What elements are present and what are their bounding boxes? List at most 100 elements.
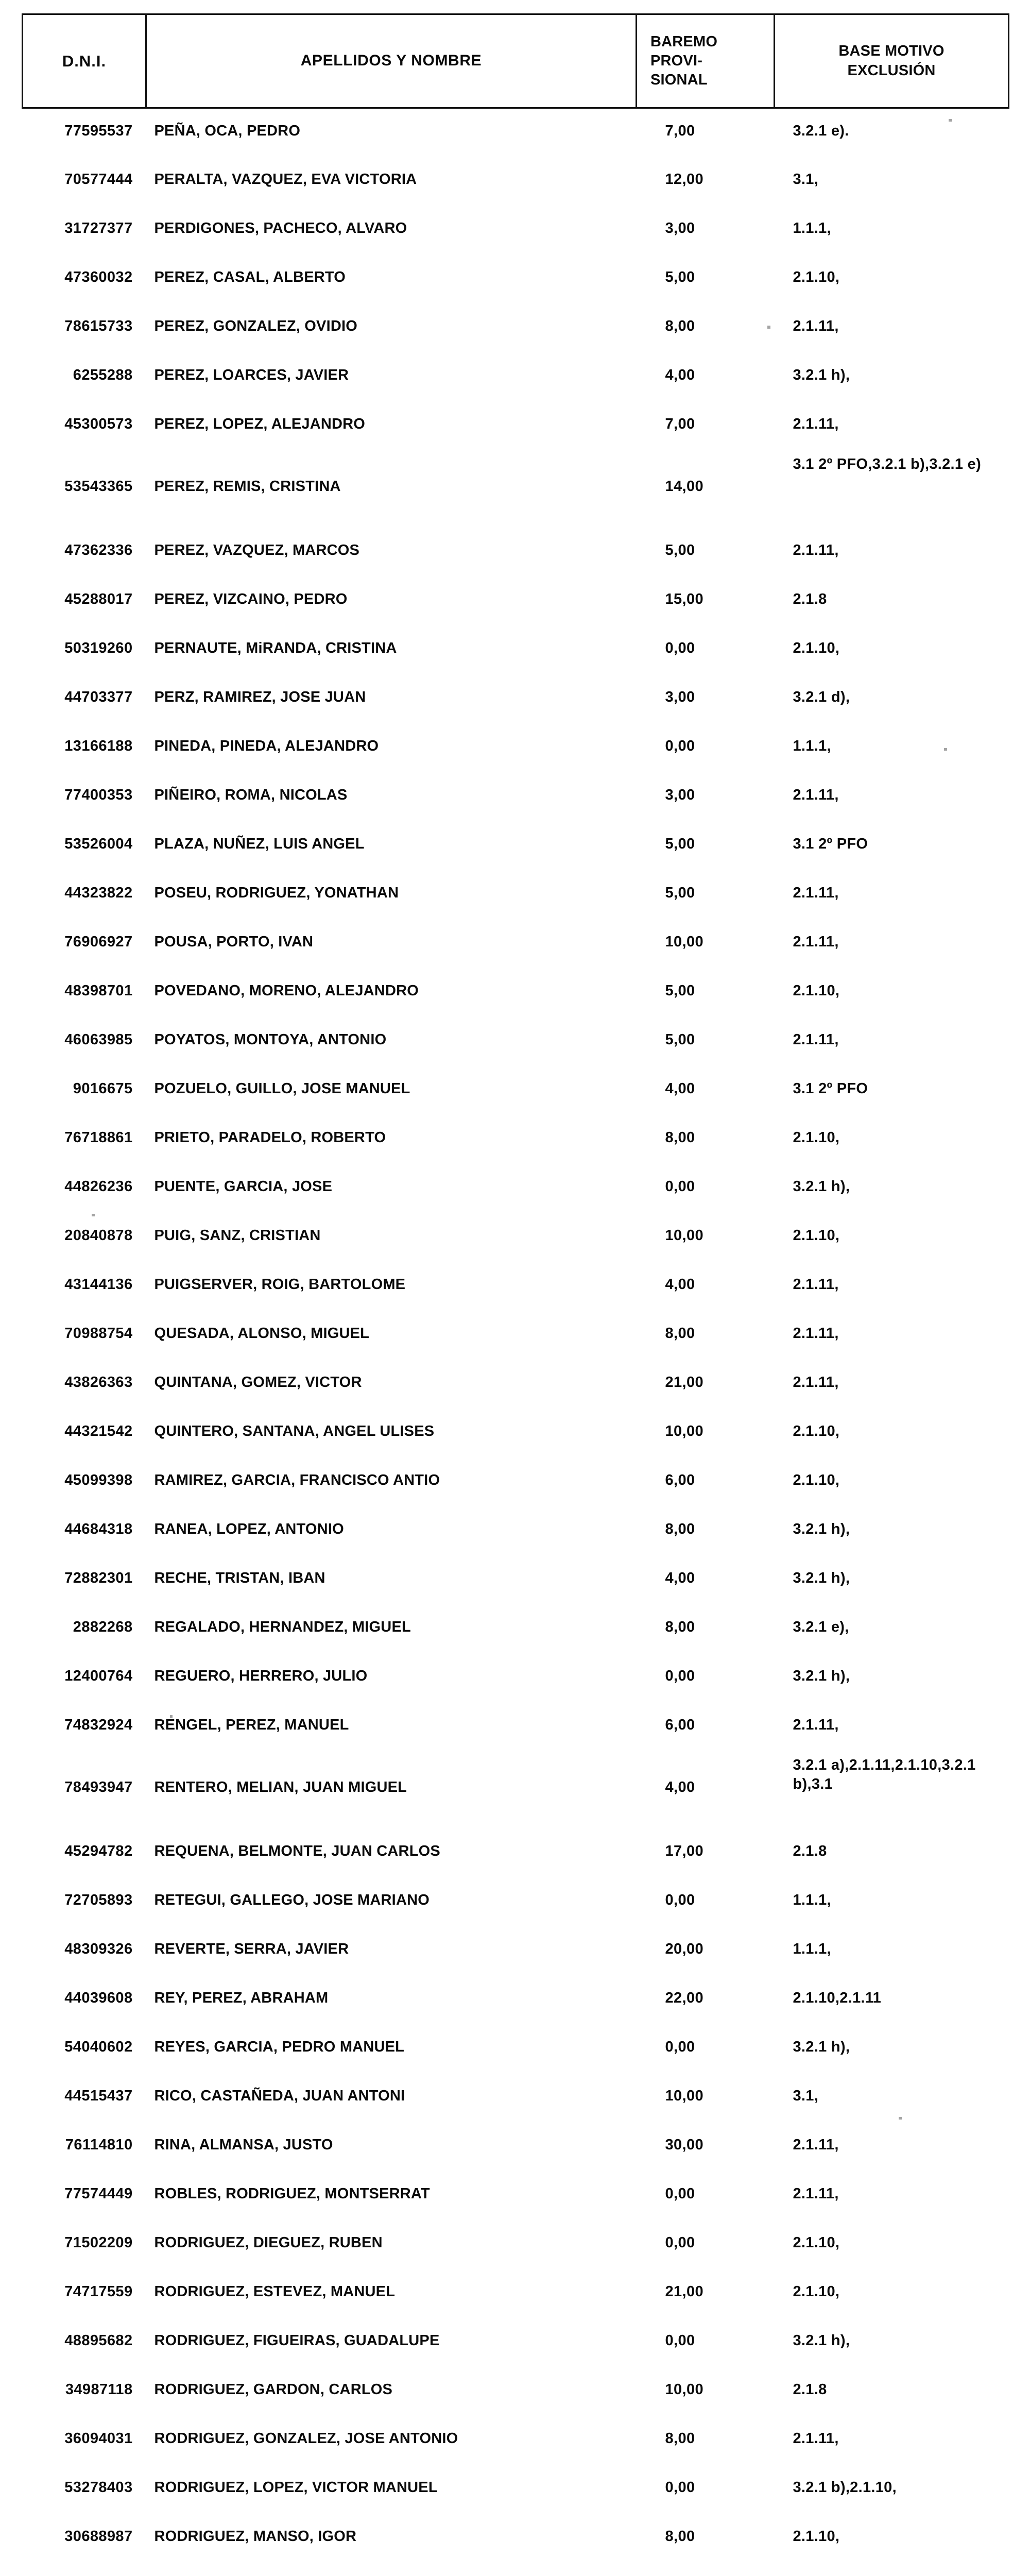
row-cell-apellidos-y-nombre: RENGEL, PEREZ, MANUEL — [154, 1716, 349, 1733]
row-cell-base-motivo-exclusion: 2.1.10, — [793, 1227, 840, 1244]
row-cell-base-motivo-exclusion: 1.1.1, — [793, 219, 831, 236]
table-row: 44684318 RANEA, LOPEZ, ANTONIO 8,00 3.2.1 h… — [23, 1507, 1009, 1556]
row-cell-baremo-provisional: 5,00 — [665, 884, 695, 901]
row-cell-baremo-provisional: 5,00 — [665, 835, 695, 852]
row-cell-dni: 76114810 — [65, 2136, 133, 2153]
row-cell-baremo-provisional: 0,00 — [665, 1667, 695, 1684]
table-row: 77400353 PIÑEIRO, ROMA, NICOLAS 3,00 2.1.11… — [23, 773, 1009, 822]
row-cell-base-motivo-exclusion: 3.2.1 h), — [793, 1178, 850, 1195]
row-cell-dni: 45300573 — [64, 415, 133, 432]
row-cell-apellidos-y-nombre: PEÑA, OCA, PEDRO — [154, 123, 301, 139]
table-row: 45300573 PEREZ, LOPEZ, ALEJANDRO 7,00 2.1.1… — [23, 402, 1009, 451]
row-cell-dni: 53543365 — [64, 478, 133, 495]
row-cell-base-motivo-exclusion: 2.1.10, — [793, 639, 840, 656]
row-cell-apellidos-y-nombre: RANEA, LOPEZ, ANTONIO — [154, 1520, 344, 1537]
row-cell-base-motivo-exclusion: 2.1.10, — [793, 2528, 840, 2545]
row-cell-dni: 43826363 — [64, 1374, 133, 1391]
row-cell-baremo-provisional: 14,00 — [665, 478, 704, 495]
row-cell-apellidos-y-nombre: RODRIGUEZ, GONZALEZ, JOSE ANTONIO — [154, 2430, 458, 2447]
row-cell-apellidos-y-nombre: REYES, GARCIA, PEDRO MANUEL — [154, 2038, 405, 2055]
row-cell-baremo-provisional: 0,00 — [665, 1891, 695, 1908]
row-cell-dni: 77574449 — [64, 2185, 133, 2202]
row-cell-dni: 12400764 — [64, 1667, 133, 1684]
row-cell-dni: 46063985 — [64, 1031, 133, 1048]
row-cell-baremo-provisional: 0,00 — [665, 1178, 695, 1195]
row-cell-dni: 31727377 — [64, 219, 133, 236]
row-cell-dni: 44323822 — [64, 884, 133, 901]
row-cell-apellidos-y-nombre: REVERTE, SERRA, JAVIER — [154, 1940, 349, 1957]
row-cell-baremo-provisional: 0,00 — [665, 2332, 695, 2349]
table-row: 78615733 PEREZ, GONZALEZ, OVIDIO 8,00 2.1.1… — [23, 304, 1009, 353]
row-cell-apellidos-y-nombre: POUSA, PORTO, IVAN — [154, 933, 314, 950]
row-cell-base-motivo-exclusion: 2.1.11, — [793, 1276, 839, 1293]
row-cell-apellidos-y-nombre: POYATOS, MONTOYA, ANTONIO — [154, 1031, 387, 1048]
row-cell-baremo-provisional: 5,00 — [665, 541, 695, 558]
table-row: 34987118 RODRIGUEZ, GARDON, CARLOS 10,00 2.… — [23, 2367, 1009, 2416]
row-cell-dni: 44039608 — [64, 1989, 133, 2006]
exclusion-listing-table: D.N.I. APELLIDOS Y NOMBRE BAREMO PROVI- … — [22, 13, 1009, 2576]
row-cell-baremo-provisional: 15,00 — [665, 590, 704, 607]
row-cell-base-motivo-exclusion: 2.1.10, — [793, 982, 840, 999]
row-cell-baremo-provisional: 21,00 — [665, 2283, 704, 2300]
table-row: 45099398 RAMIREZ, GARCIA, FRANCISCO ANTIO… — [23, 1458, 1009, 1507]
row-cell-base-motivo-exclusion: 3.2.1 h), — [793, 2038, 850, 2055]
row-cell-dni: 74832924 — [64, 1716, 133, 1733]
table-row: 9016675 POZUELO, GUILLO, JOSE MANUEL 4,00 3… — [23, 1066, 1009, 1115]
row-cell-baremo-provisional: 0,00 — [665, 2479, 695, 2496]
scan-speck — [944, 748, 947, 751]
row-cell-baremo-provisional: 3,00 — [665, 786, 695, 803]
row-cell-apellidos-y-nombre: QUINTERO, SANTANA, ANGEL ULISES — [154, 1422, 435, 1439]
row-cell-apellidos-y-nombre: RODRIGUEZ, MARQUEZ, FRANCISCO JAVIE — [146, 2563, 637, 2576]
row-cell-apellidos-y-nombre: PERZ, RAMIREZ, JOSE JUAN — [154, 688, 366, 705]
row-cell-apellidos-y-nombre: PEREZ, VAZQUEZ, MARCOS — [154, 541, 360, 558]
row-cell-baremo-provisional: 10,00 — [665, 933, 704, 950]
row-cell-dni: 45099398 — [64, 1471, 133, 1488]
row-cell-base-motivo-exclusion: 2.1.11, — [793, 2430, 839, 2447]
row-cell-baremo-provisional: 8,00 — [665, 1618, 695, 1635]
row-cell-dni: 78493947 — [64, 1778, 133, 1795]
row-cell-dni: 45294782 — [64, 1842, 133, 1859]
row-cell-apellidos-y-nombre: RODRIGUEZ, DIEGUEZ, RUBEN — [154, 2234, 383, 2251]
table-row: 77595537 PEÑA, OCA, PEDRO 7,00 3.2.1 e). — [23, 108, 1009, 157]
row-cell-base-motivo-exclusion: 3.2.1 h), — [793, 1569, 850, 1586]
row-cell-apellidos-y-nombre: PLAZA, NUÑEZ, LUIS ANGEL — [154, 835, 365, 852]
table-row: 44826236 PUENTE, GARCIA, JOSE 0,00 3.2.1 h)… — [23, 1164, 1009, 1213]
row-cell-base-motivo-exclusion: 3.2.1 h), — [793, 1520, 850, 1537]
table-row: 74832924 RENGEL, PEREZ, MANUEL 6,00 2.1.11, — [23, 1703, 1009, 1752]
row-cell-dni: 76718861 — [64, 1129, 133, 1146]
row-cell-dni: 45288017 — [64, 590, 133, 607]
row-cell-dni: 53278403 — [64, 2479, 133, 2496]
table-body: 77595537 PEÑA, OCA, PEDRO 7,00 3.2.1 e). 705… — [23, 108, 1009, 2576]
row-cell-apellidos-y-nombre: PERNAUTE, MiRANDA, CRISTINA — [154, 639, 397, 656]
row-cell-base-motivo-exclusion: 3.1, — [793, 171, 819, 188]
row-cell-base-motivo-exclusion: 2.1.11, — [793, 1716, 839, 1733]
row-cell-baremo-provisional: 4,00 — [665, 1276, 695, 1293]
row-cell-apellidos-y-nombre: QUINTANA, GOMEZ, VICTOR — [154, 1374, 362, 1391]
row-cell-base-motivo-exclusion: 2.1.11, — [793, 1031, 839, 1048]
row-cell-apellidos-y-nombre: RODRIGUEZ, GARDON, CARLOS — [154, 2381, 393, 2398]
row-cell-base-motivo-exclusion: 2.1.8 — [793, 2381, 827, 2398]
row-cell-base-motivo-exclusion: 2.1.11, — [793, 786, 839, 803]
scan-speck — [170, 1715, 173, 1718]
row-cell-apellidos-y-nombre: PUIGSERVER, ROIG, BARTOLOME — [154, 1276, 406, 1293]
table-row: 76906927 POUSA, PORTO, IVAN 10,00 2.1.11, — [23, 920, 1009, 969]
table-row: 6255288 PEREZ, LOARCES, JAVIER 4,00 3.2.1 h… — [23, 353, 1009, 402]
row-cell-baremo-provisional: 4,00 — [665, 1569, 695, 1586]
row-cell-baremo-provisional: 6,00 — [665, 1716, 695, 1733]
row-cell-dni: 44703377 — [64, 688, 133, 705]
row-cell-baremo-provisional: 10,00 — [665, 2381, 704, 2398]
row-cell-base-motivo-exclusion: 2.1.10, — [793, 2283, 840, 2300]
row-cell-apellidos-y-nombre: PERDIGONES, PACHECO, ALVARO — [154, 219, 407, 236]
row-cell-base-motivo-exclusion: 2.1.11, — [793, 2185, 839, 2202]
table-row: 47360032 PEREZ, CASAL, ALBERTO 5,00 2.1.10, — [23, 255, 1009, 304]
row-cell-dni: 9016675 — [73, 1080, 133, 1097]
table-row: 53526004 PLAZA, NUÑEZ, LUIS ANGEL 5,00 3.1 … — [23, 822, 1009, 871]
table-row: 44703377 PERZ, RAMIREZ, JOSE JUAN 3,00 3.2.… — [23, 675, 1009, 724]
row-cell-base-motivo-exclusion: 3.2.1 b),2.1.10, — [793, 2479, 897, 2496]
row-cell-apellidos-y-nombre: PUIG, SANZ, CRISTIAN — [154, 1227, 321, 1244]
scan-speck — [767, 326, 770, 329]
row-cell-dni: 70577444 — [64, 171, 133, 188]
row-cell-baremo-provisional: 10,00 — [665, 2087, 704, 2104]
row-cell-baremo-provisional: 8,00 — [665, 2430, 695, 2447]
scan-speck — [949, 119, 952, 122]
